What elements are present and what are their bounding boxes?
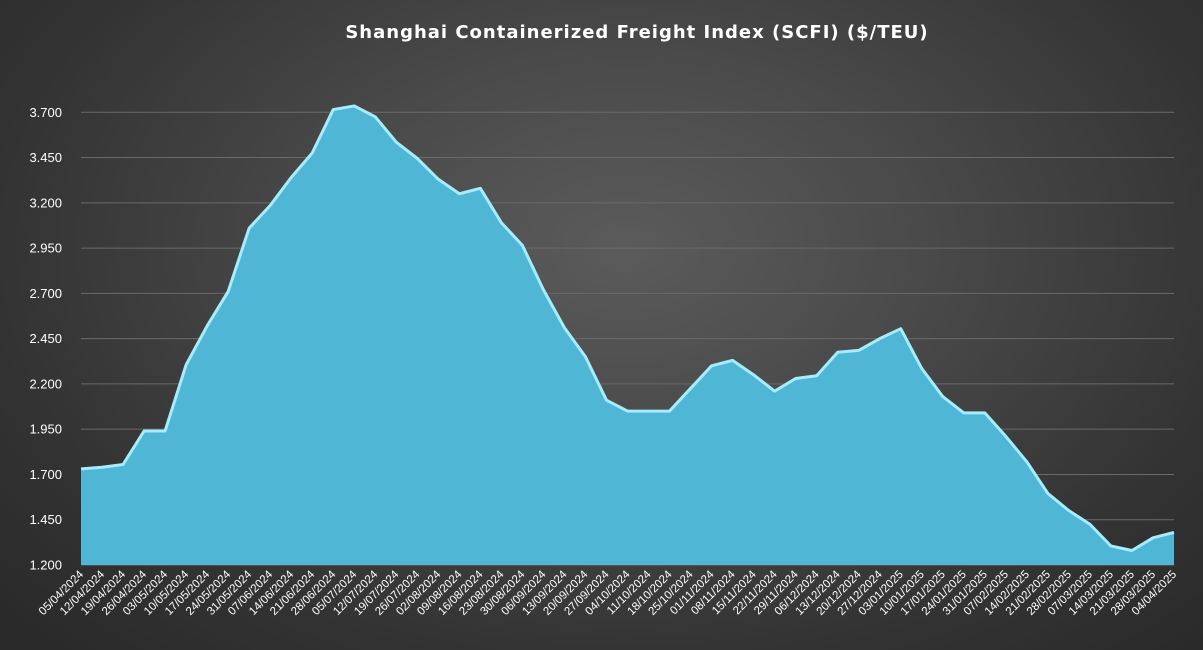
data-point — [1088, 523, 1091, 526]
y-axis: 1.200 1.450 1.700 1.950 2.200 2.450 2.700 2.950… — [29, 105, 62, 573]
plot-area — [80, 104, 1176, 566]
data-point — [857, 349, 860, 352]
data-point — [878, 337, 881, 340]
y-tick-label: 1.200 — [29, 558, 62, 573]
data-point — [815, 374, 818, 377]
data-point — [122, 463, 125, 466]
data-point — [437, 178, 440, 181]
data-point — [668, 410, 671, 413]
data-point — [500, 221, 503, 224]
data-point — [899, 327, 902, 330]
data-point — [983, 411, 986, 414]
data-point — [710, 364, 713, 367]
data-point — [1130, 549, 1133, 552]
data-point — [143, 429, 146, 432]
data-point — [1004, 435, 1007, 438]
data-point — [836, 351, 839, 354]
data-point — [332, 108, 335, 111]
y-tick-label: 3.200 — [29, 195, 62, 210]
series-line — [80, 104, 1175, 553]
data-point — [101, 466, 104, 469]
y-tick-label: 1.450 — [29, 512, 62, 527]
data-point — [563, 326, 566, 329]
data-point — [1025, 460, 1028, 463]
data-point — [479, 187, 482, 190]
data-point — [248, 227, 251, 230]
data-point — [269, 204, 272, 207]
data-point — [185, 363, 188, 366]
data-point — [626, 410, 629, 413]
y-tick-label: 2.700 — [29, 286, 62, 301]
data-point — [164, 429, 167, 432]
data-point — [1109, 544, 1112, 547]
data-point — [206, 324, 209, 327]
y-tick-label: 1.700 — [29, 467, 62, 482]
data-point — [1151, 536, 1154, 539]
data-point — [752, 373, 755, 376]
x-axis: 05/04/202412/04/202419/04/202426/04/2024… — [37, 568, 1179, 618]
data-point — [227, 290, 230, 293]
data-point — [605, 399, 608, 402]
data-point — [80, 467, 83, 470]
data-point — [395, 141, 398, 144]
data-point — [458, 192, 461, 195]
data-point — [521, 244, 524, 247]
data-point — [542, 288, 545, 291]
data-point — [1067, 509, 1070, 512]
y-tick-label: 3.700 — [29, 105, 62, 120]
data-point — [689, 387, 692, 390]
data-point — [647, 410, 650, 413]
data-point — [1173, 531, 1176, 534]
data-point — [416, 157, 419, 160]
y-tick-label: 2.950 — [29, 241, 62, 256]
series-area — [81, 105, 1174, 566]
y-tick-label: 3.450 — [29, 150, 62, 165]
y-tick-label: 2.200 — [29, 376, 62, 391]
data-point — [920, 367, 923, 370]
y-tick-label: 1.950 — [29, 422, 62, 437]
data-point — [962, 411, 965, 414]
y-tick-label: 2.450 — [29, 331, 62, 346]
data-point — [1046, 492, 1049, 495]
data-point — [374, 115, 377, 118]
data-point — [773, 390, 776, 393]
data-point — [584, 355, 587, 358]
data-point — [794, 377, 797, 380]
data-point — [290, 176, 293, 179]
data-point — [353, 104, 356, 107]
data-point — [311, 152, 314, 155]
data-point — [731, 359, 734, 362]
data-point — [941, 395, 944, 398]
chart-title: Shanghai Containerized Freight Index (SC… — [345, 22, 928, 43]
